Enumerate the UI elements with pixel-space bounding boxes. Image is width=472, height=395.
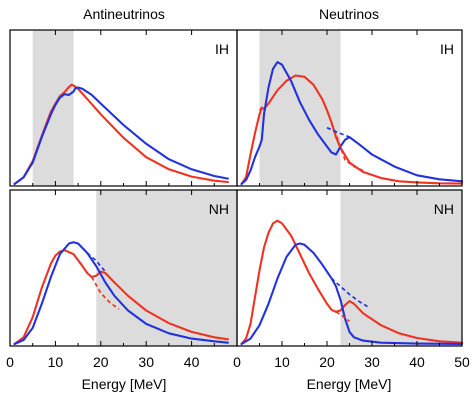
x-tick-label: 40: [184, 354, 200, 370]
x-axis-label-right: Energy [MeV]: [307, 376, 392, 392]
series-line-blue: [240, 61, 464, 186]
series-line-red: [240, 219, 464, 346]
dashed-line-red: [326, 110, 364, 172]
shaded-region: [96, 190, 237, 346]
panels: IH IH NH 0 10 20 30 40 NH 0 10 20 30 40 50: [6, 29, 470, 370]
dashed-line-red: [258, 107, 263, 111]
panel-tag: IH: [440, 41, 454, 57]
x-tick-label: 30: [364, 354, 380, 370]
x-tick-label: 0: [233, 354, 241, 370]
panel-1: IH: [9, 29, 238, 187]
shaded-region: [259, 30, 341, 186]
panel-tag: NH: [434, 201, 454, 217]
x-tick-label: 10: [48, 354, 64, 370]
column-title-antineutrinos: Antineutrinos: [83, 6, 165, 22]
panel-3: NH 0 10 20 30 40: [6, 189, 238, 370]
x-axis-label-left: Energy [MeV]: [82, 376, 167, 392]
x-tick-label: 50: [454, 354, 470, 370]
x-tick-label: 0: [6, 354, 14, 370]
panel-tag: NH: [209, 201, 229, 217]
dashed-line-blue: [330, 277, 368, 308]
x-tick-label: 20: [319, 354, 335, 370]
dashed-line-red: [63, 83, 73, 93]
x-tick-label: 20: [93, 354, 109, 370]
dashed-line-red: [335, 311, 351, 322]
series-line-blue: [13, 86, 229, 186]
panel-4: NH 0 10 20 30 40 50: [233, 189, 470, 370]
x-tick-label: 40: [409, 354, 425, 370]
x-tick-label: 10: [274, 354, 290, 370]
dashed-line-red: [90, 276, 120, 310]
column-title-neutrinos: Neutrinos: [319, 6, 379, 22]
dashed-line-blue: [326, 126, 350, 138]
shaded-region: [340, 190, 462, 346]
panel-tag: IH: [215, 41, 229, 57]
series-line-blue: [240, 242, 464, 346]
panel-2: IH: [236, 29, 464, 187]
x-tick-label: 30: [138, 354, 154, 370]
series-line-red: [240, 74, 464, 186]
series-line-red: [13, 249, 229, 346]
dashed-line-blue: [86, 252, 106, 273]
